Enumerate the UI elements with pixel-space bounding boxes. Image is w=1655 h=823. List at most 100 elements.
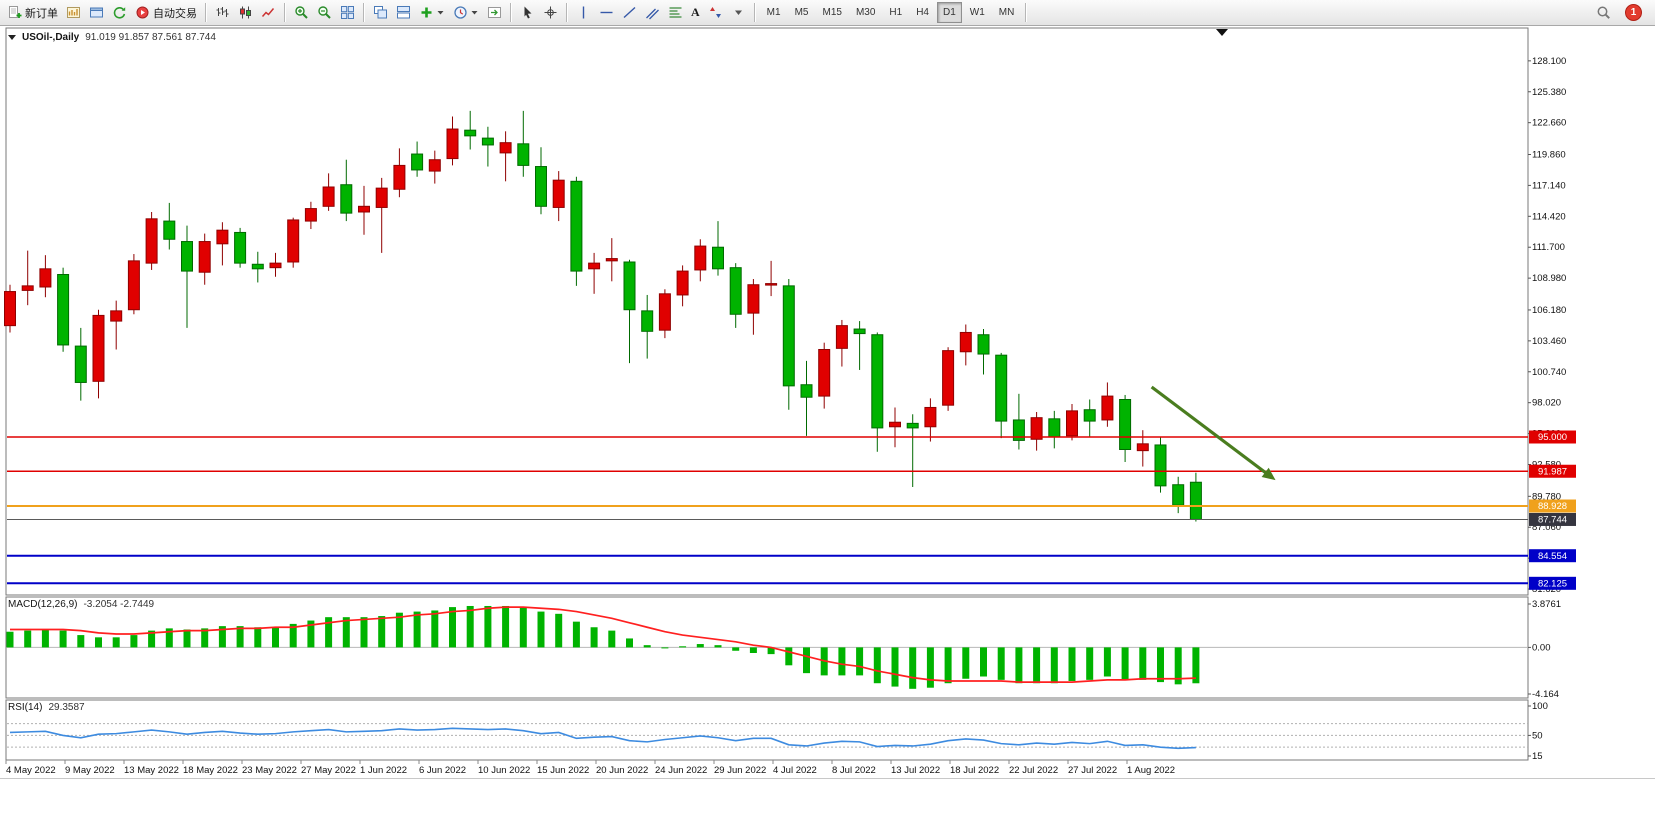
text-tool-button[interactable]: A [687, 1, 704, 25]
svg-text:6 Jun 2022: 6 Jun 2022 [419, 765, 466, 776]
timeframe-w1[interactable]: W1 [969, 7, 985, 18]
macd-panel: 3.8761 0.00 -4.164 [6, 599, 1561, 700]
fibonacci-button[interactable] [664, 1, 687, 25]
panel-frames [0, 27, 1655, 779]
hline-84.554[interactable]: 84.554 [7, 549, 1576, 563]
chart-shift-button[interactable] [483, 1, 506, 25]
candle-2022-05-24 [251, 251, 264, 283]
svg-text:89.780: 89.780 [1532, 491, 1561, 502]
candle-2022-05-23 [234, 227, 247, 268]
candlestick-chart-button[interactable] [234, 1, 257, 25]
candle-2022-06-28 [694, 239, 707, 282]
candle-2022-05-09 [57, 267, 70, 352]
toolbar-right-group: 1 [1592, 1, 1642, 25]
profiles-button[interactable] [85, 1, 108, 25]
timeframe-d1[interactable]: D1 [936, 2, 962, 23]
trend-arrow[interactable] [1150, 385, 1276, 481]
channel-button[interactable] [641, 1, 664, 25]
hline-91.987[interactable]: 91.987 [7, 464, 1576, 478]
chart-canvas[interactable]: 128.100 125.380 122.660 119.860 117.140 114.4… [0, 26, 1655, 823]
timeframe-mn[interactable]: MN [998, 7, 1015, 18]
toolbar-separator [566, 3, 568, 22]
rsi-indicator-value: 29.3587 [48, 702, 85, 713]
trendline-icon [622, 5, 637, 20]
timeframe-m5[interactable]: M5 [794, 7, 809, 18]
arrange-windows-button[interactable] [392, 1, 415, 25]
tile-windows-button[interactable] [336, 1, 359, 25]
macd-indicator-values: -3.2054 -2.7449 [83, 599, 155, 610]
candle-2022-05-05 [21, 250, 34, 306]
bar-chart-button[interactable] [211, 1, 234, 25]
new-chart-button[interactable] [62, 1, 85, 25]
toolbar-separator [284, 3, 286, 22]
time-axis[interactable]: 4 May 2022 9 May 2022 13 May 2022 18 May 20… [5, 760, 1175, 776]
timeframe-m30[interactable]: M30 [855, 7, 876, 18]
candle-2022-07-18 [942, 347, 955, 411]
svg-text:106.180: 106.180 [1532, 305, 1566, 316]
dropdown-caret-icon[interactable] [470, 5, 479, 20]
trendline-button[interactable] [618, 1, 641, 25]
candle-2022-07-28 [1083, 399, 1096, 437]
current-price-line: 87.744 [7, 512, 1576, 526]
search-button[interactable] [1592, 1, 1615, 25]
svg-text:119.860: 119.860 [1532, 149, 1566, 160]
timeframe-m15[interactable]: M15 [822, 7, 842, 18]
magnifier-icon [1596, 5, 1611, 20]
hline-82.125[interactable]: 82.125 [7, 576, 1576, 590]
period-button[interactable] [449, 1, 483, 25]
timeframe-h4[interactable]: H4 [916, 7, 929, 18]
line-chart-button[interactable] [257, 1, 280, 25]
candle-2022-07-21 [995, 352, 1008, 439]
toolbar-separator [1025, 3, 1028, 22]
macd-title: MACD(12,26,9) -3.2054 -2.7449 [8, 599, 154, 610]
candle-2022-07-04 [765, 260, 778, 297]
cascade-icon [373, 5, 388, 20]
svg-text:22 Jul 2022: 22 Jul 2022 [1009, 765, 1058, 776]
hline-88.928[interactable]: 88.928 [7, 499, 1576, 513]
macd-signal-line [10, 606, 1196, 683]
arrows-tool-button[interactable] [704, 1, 727, 25]
svg-text:98.020: 98.020 [1532, 398, 1561, 409]
svg-text:4 Jul 2022: 4 Jul 2022 [773, 765, 817, 776]
toolbar-separator [363, 3, 365, 22]
refresh-icon [112, 5, 127, 20]
rsi-line [9, 727, 1196, 750]
new-order-button[interactable]: 新订单 [3, 1, 62, 25]
chart-shift-icon [487, 5, 502, 20]
autotrading-button[interactable]: 自动交易 [131, 1, 201, 25]
candle-2022-07-15 [924, 398, 937, 442]
candle-2022-06-27 [676, 265, 689, 307]
svg-text:88.928: 88.928 [1538, 501, 1567, 512]
svg-text:10 Jun 2022: 10 Jun 2022 [478, 765, 530, 776]
dropdown-caret-icon[interactable] [436, 5, 445, 20]
svg-text:100.740: 100.740 [1532, 367, 1566, 378]
candle-2022-06-06 [411, 141, 424, 177]
svg-text:100: 100 [1532, 701, 1548, 712]
toolbar-separator [205, 3, 207, 22]
add-indicator-button[interactable] [415, 1, 449, 25]
cursor-button[interactable] [516, 1, 539, 25]
notification-badge[interactable]: 1 [1625, 4, 1642, 21]
timeframe-m1[interactable]: M1 [766, 7, 781, 18]
zoom-in-button[interactable] [290, 1, 313, 25]
symbol-caret-icon[interactable] [8, 35, 16, 40]
refresh-button[interactable] [108, 1, 131, 25]
vertical-line-button[interactable] [572, 1, 595, 25]
zoom-out-icon [317, 5, 332, 20]
bars-icon [215, 5, 230, 20]
timeframe-h1[interactable]: H1 [889, 7, 903, 18]
new-order-icon [7, 5, 22, 20]
hline-95.000[interactable]: 95.000 [7, 430, 1576, 444]
candle-2022-07-19 [959, 324, 972, 366]
crosshair-button[interactable] [539, 1, 562, 25]
svg-text:125.380: 125.380 [1532, 87, 1566, 98]
candle-2022-06-22 [623, 259, 636, 364]
chart-window[interactable]: 128.100 125.380 122.660 119.860 117.140 114.4… [0, 26, 1655, 823]
horizontal-line-button[interactable] [595, 1, 618, 25]
cascade-windows-button[interactable] [369, 1, 392, 25]
svg-text:4 May 2022: 4 May 2022 [6, 765, 56, 776]
objects-dropdown-button[interactable] [727, 1, 750, 25]
hline-icon [599, 5, 614, 20]
zoom-out-button[interactable] [313, 1, 336, 25]
svg-text:15: 15 [1532, 751, 1543, 762]
